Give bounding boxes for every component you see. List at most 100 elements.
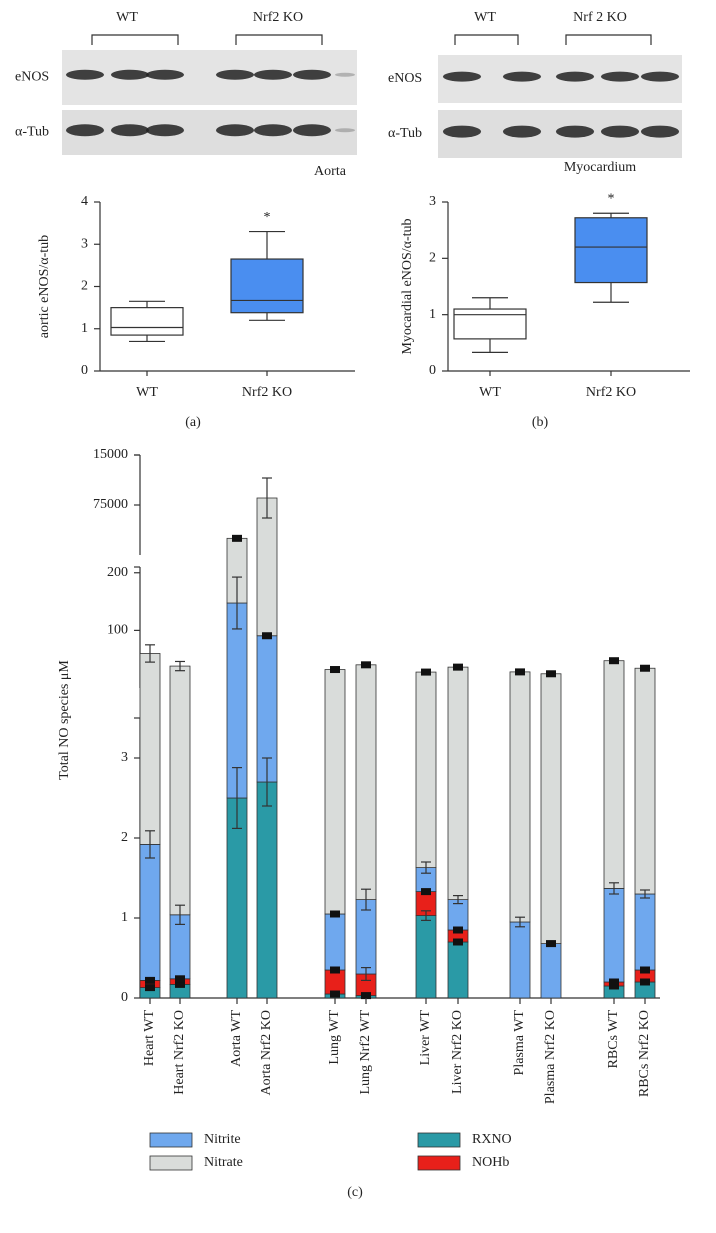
y-tick-label: 0: [429, 363, 436, 378]
y-tick-label: 3: [81, 236, 88, 251]
blot-band: [556, 125, 594, 138]
bar-segment: [603, 888, 625, 983]
bracket: [565, 34, 652, 45]
bar-segment: [509, 921, 531, 999]
box: [574, 217, 648, 284]
x-tick-label: WT: [479, 385, 501, 400]
x-tick-label: Aorta WT: [229, 1010, 244, 1067]
y-tick-label: 2: [81, 279, 88, 294]
blot-band: [503, 125, 541, 138]
blot-band: [641, 125, 679, 138]
blot-tissue: Myocardium: [564, 160, 636, 175]
x-tick-label: Plasma WT: [512, 1010, 527, 1076]
blot-band: [335, 72, 355, 77]
y-tick-label: 75000: [93, 497, 128, 512]
legend-swatch: [417, 1155, 461, 1171]
bracket: [235, 34, 323, 45]
blot-band: [254, 69, 292, 80]
legend-label: RXNO: [472, 1132, 512, 1147]
error-bar: [546, 670, 556, 678]
blot-band: [293, 124, 331, 137]
error-bar: [330, 966, 340, 974]
x-tick-label: Nrf2 KO: [586, 385, 636, 400]
bar-segment: [139, 653, 161, 845]
blot-group-label: Nrf 2 KO: [573, 10, 627, 25]
blot-band: [556, 71, 594, 82]
bar-segment: [256, 497, 278, 637]
y-tick-label: 100: [107, 623, 128, 638]
blot-group-label: WT: [116, 10, 138, 25]
error-bar: [609, 657, 619, 665]
error-bar: [546, 940, 556, 948]
blot-band: [216, 69, 254, 80]
y-tick-label: 1: [429, 307, 436, 322]
y-axis-label: Total NO species μM: [57, 660, 72, 780]
legend-swatch: [149, 1155, 193, 1171]
y-axis-label: Myocardial eNOS/α-tub: [400, 218, 415, 354]
error-bar: [330, 666, 340, 674]
bar-segment: [447, 941, 469, 999]
error-bar: [361, 992, 371, 1000]
y-tick-label: 0: [121, 990, 128, 1005]
blot-band: [641, 71, 679, 82]
error-bar: [453, 663, 463, 671]
blot-band: [601, 125, 639, 138]
error-bar: [453, 926, 463, 934]
bar-segment: [355, 899, 377, 975]
blot-band: [111, 124, 149, 137]
x-tick-label: Heart WT: [142, 1010, 157, 1067]
y-tick-label: 3: [121, 750, 128, 765]
bar-segment: [355, 664, 377, 901]
y-tick-label: 3: [429, 194, 436, 209]
blot-band: [293, 69, 331, 80]
x-tick-label: Liver Nrf2 KO: [450, 1010, 465, 1094]
error-bar: [609, 978, 619, 986]
x-tick-label: Heart Nrf2 KO: [172, 1010, 187, 1095]
x-tick-label: Liver WT: [418, 1010, 433, 1066]
error-bar: [330, 990, 340, 998]
blot-band: [443, 125, 481, 138]
legend-label: Nitrite: [204, 1132, 241, 1147]
error-bar: [232, 534, 242, 542]
blot-band: [66, 124, 104, 137]
blot-band: [146, 124, 184, 137]
blot-group-label: Nrf2 KO: [253, 10, 303, 25]
bar-segment: [603, 660, 625, 889]
blot-band: [254, 124, 292, 137]
y-tick-label: 1: [121, 910, 128, 925]
bar-segment: [634, 893, 656, 971]
annotation: *: [608, 191, 615, 206]
legend-label: NOHb: [472, 1155, 509, 1170]
error-bar: [330, 910, 340, 918]
error-bar: [640, 664, 650, 672]
blot-band: [443, 71, 481, 82]
error-bar: [515, 668, 525, 676]
blot-band: [335, 128, 355, 133]
bar-segment: [415, 671, 437, 868]
box: [453, 308, 527, 340]
panel-label: (b): [532, 415, 549, 430]
blot-group-label: WT: [474, 10, 496, 25]
x-tick-label: Plasma Nrf2 KO: [543, 1010, 558, 1104]
bar-segment: [169, 665, 191, 916]
error-bar: [175, 980, 185, 988]
error-bar: [421, 668, 431, 676]
bracket: [454, 34, 519, 45]
error-bar: [609, 982, 619, 990]
blot-row-label: α-Tub: [15, 125, 49, 140]
legend-label: Nitrate: [204, 1155, 243, 1170]
blot-band: [66, 69, 104, 80]
blot-row-label: eNOS: [15, 70, 49, 85]
y-tick-label: 15000: [93, 447, 128, 462]
panel-label: (c): [347, 1185, 363, 1200]
bar-segment: [447, 666, 469, 901]
legend-swatch: [149, 1132, 193, 1148]
blot-band: [216, 124, 254, 137]
bar-segment: [324, 913, 346, 971]
blot-row-label: α-Tub: [388, 126, 422, 141]
error-bar: [640, 978, 650, 986]
x-tick-label: RBCs Nrf2 KO: [637, 1010, 652, 1097]
x-tick-label: RBCs WT: [606, 1010, 621, 1069]
error-bar: [453, 938, 463, 946]
